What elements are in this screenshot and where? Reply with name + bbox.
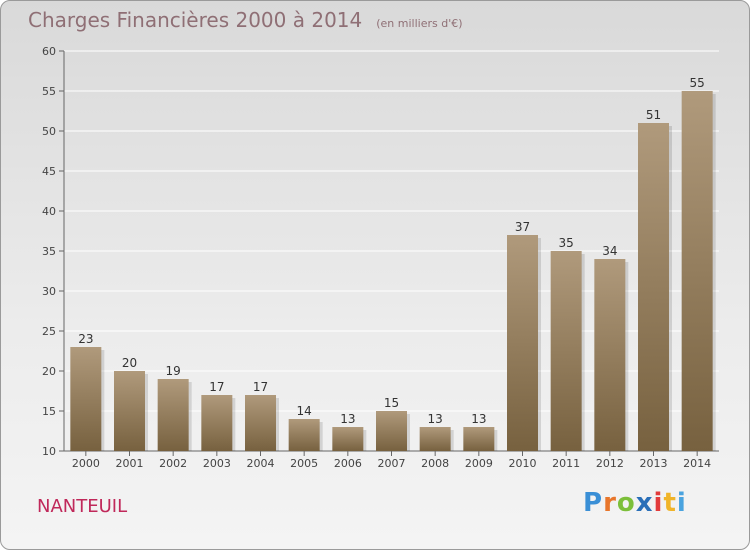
y-tick-label: 40 (42, 205, 56, 218)
city-name: NANTEUIL (37, 496, 128, 517)
bar-value-label: 17 (253, 380, 268, 394)
y-tick-label: 35 (42, 245, 56, 258)
x-tick-label: 2000 (72, 457, 100, 470)
bar (332, 427, 364, 451)
bar (550, 251, 582, 451)
logo-letter: i (653, 488, 664, 518)
x-tick-label: 2013 (640, 457, 668, 470)
bar-value-label: 14 (297, 404, 312, 418)
y-tick-label: 50 (42, 125, 56, 138)
bar (157, 379, 189, 451)
proxiti-logo: Proxiti (583, 488, 687, 518)
bar (594, 259, 626, 451)
bar (507, 235, 538, 451)
bars (70, 91, 716, 451)
bar-value-label: 37 (515, 220, 530, 234)
x-tick-label: 2011 (552, 457, 580, 470)
y-tick-label: 30 (42, 285, 56, 298)
y-tick-label: 25 (42, 325, 56, 338)
y-tick-label: 60 (42, 45, 56, 58)
bar (376, 411, 407, 451)
bar-value-label: 13 (428, 412, 443, 426)
bar (288, 419, 320, 451)
x-tick-label: 2003 (203, 457, 231, 470)
x-tick-label: 2009 (465, 457, 493, 470)
bar (463, 427, 495, 451)
x-tick-label: 2012 (596, 457, 624, 470)
logo-letter: i (676, 488, 687, 518)
x-tick-label: 2005 (290, 457, 318, 470)
bar (70, 347, 102, 451)
chart-title-text: Charges Financières 2000 à 2014 (28, 8, 363, 32)
x-tick-label: 2014 (683, 457, 711, 470)
logo-letter: o (616, 488, 636, 518)
logo-letter: r (603, 488, 617, 518)
bar-value-label: 55 (690, 76, 705, 90)
bar-value-label: 13 (340, 412, 355, 426)
bar (114, 371, 145, 451)
bar-value-label: 35 (559, 236, 574, 250)
x-tick-label: 2008 (421, 457, 449, 470)
x-tick-label: 2002 (159, 457, 187, 470)
bar-value-label: 23 (78, 332, 93, 346)
x-tick-label: 2007 (378, 457, 406, 470)
labels: 10 15 20 25 30 35 40 45 50 55 60 23 2000 20 2001 19 2002… (42, 45, 711, 470)
x-tick-label: 2004 (247, 457, 275, 470)
bar-value-label: 17 (209, 380, 224, 394)
y-tick-label: 55 (42, 85, 56, 98)
bar-value-label: 13 (471, 412, 486, 426)
x-tick-label: 2010 (509, 457, 537, 470)
y-tick-label: 45 (42, 165, 56, 178)
chart-subtitle: (en milliers d'€) (376, 17, 463, 30)
logo-letter: t (663, 488, 677, 518)
logo-letter: x (635, 488, 654, 518)
bar (245, 395, 276, 451)
bar-value-label: 15 (384, 396, 399, 410)
bar-value-label: 19 (166, 364, 181, 378)
y-tick-label: 20 (42, 365, 56, 378)
bar-value-label: 34 (602, 244, 617, 258)
bar-value-label: 20 (122, 356, 137, 370)
bar-value-label: 51 (646, 108, 661, 122)
bar (681, 91, 713, 451)
bar (638, 123, 669, 451)
y-tick-label: 15 (42, 405, 56, 418)
bar (419, 427, 451, 451)
y-tick-label: 10 (42, 445, 56, 458)
x-tick-label: 2006 (334, 457, 362, 470)
bar (201, 395, 233, 451)
chart-title: Charges Financières 2000 à 2014 (en milli… (28, 8, 463, 32)
logo-letter: P (583, 488, 604, 518)
x-tick-label: 2001 (116, 457, 144, 470)
